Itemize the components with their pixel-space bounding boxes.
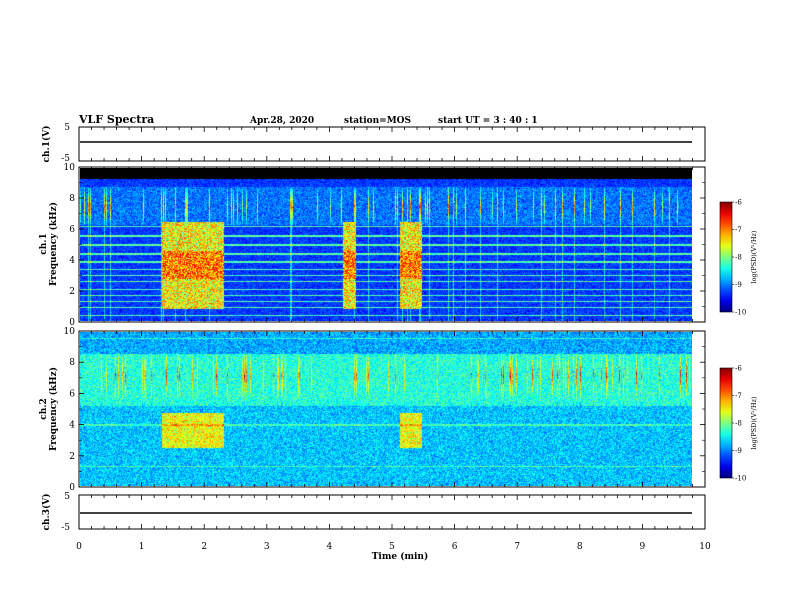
colorbar-tick-label: -6 (735, 365, 742, 373)
x-tick-label: 4 (327, 542, 333, 552)
ch1-spectrogram-panel: 0 2 4 6 8 10 ch.1 Frequency (kHz) -6 -7 -8 -9 -10… (39, 163, 758, 328)
x-axis-tick-labels: 0 1 2 3 4 5 6 7 8 9 10 (76, 542, 711, 552)
figure-date: Apr.28, 2020 (249, 116, 314, 126)
x-tick-label: 6 (452, 542, 458, 552)
figure-title: VLF Spectra (78, 113, 154, 126)
ch1-spectrogram-image (80, 168, 692, 321)
colorbar-label: log(PSD)(V²/Hz) (750, 230, 758, 283)
ch1-ylabel-frequency: Frequency (kHz) (48, 202, 59, 286)
y-tick-label: 4 (69, 256, 75, 266)
y-tick-label: 0 (69, 318, 75, 328)
colorbar-tick-label: -6 (735, 199, 742, 207)
y-tick-label: 10 (64, 163, 76, 173)
x-axis-label: Time (min) (372, 551, 429, 562)
colorbar-tick-label: -9 (735, 281, 742, 289)
y-tick-label: 6 (69, 225, 75, 235)
ch3-ytick-bottom: -5 (61, 523, 70, 533)
colorbar-tick-label: -7 (735, 392, 742, 400)
ch3-waveform-panel: 5 -5 ch.3(V) (41, 492, 706, 533)
x-tick-label: 10 (699, 542, 711, 552)
ch1-ylabel-channel: ch.1 (39, 233, 49, 254)
y-tick-label: 8 (69, 194, 75, 204)
ch2-spectrogram-image (80, 332, 692, 486)
ch1-ytick-top: 5 (64, 123, 70, 133)
y-tick-label: 2 (69, 287, 75, 297)
colorbar-tick-label: -8 (735, 254, 742, 262)
figure-start-time: start UT = 3 : 40 : 1 (438, 116, 538, 126)
ch1-colorbar: -6 -7 -8 -9 -10 log(PSD)(V²/Hz) (719, 199, 758, 317)
y-tick-label: 2 (69, 452, 75, 462)
x-tick-label: 5 (389, 542, 395, 552)
y-tick-label: 6 (69, 389, 75, 399)
colorbar-tick-label: -10 (735, 475, 746, 483)
colorbar-label: log(PSD)(V²/Hz) (750, 396, 758, 449)
ch3-voltage-label: ch.3(V) (41, 494, 52, 531)
x-tick-label: 3 (264, 542, 270, 552)
colorbar-tick-label: -7 (735, 226, 742, 234)
y-tick-label: 10 (64, 327, 76, 337)
y-tick-label: 0 (69, 483, 75, 493)
colorbar-gradient (719, 201, 733, 313)
ch2-colorbar: -6 -7 -8 -9 -10 log(PSD)(V²/Hz) (719, 365, 758, 483)
ch1-waveform-panel: 5 -5 ch.1(V) (41, 123, 706, 164)
colorbar-gradient (719, 367, 733, 479)
ch1-voltage-label: ch.1(V) (41, 126, 52, 163)
ch2-ylabel-channel: ch.2 (39, 398, 49, 419)
colorbar-tick-label: -10 (735, 309, 746, 317)
x-tick-label: 0 (76, 542, 82, 552)
colorbar-tick-label: -9 (735, 447, 742, 455)
x-tick-label: 7 (514, 542, 520, 552)
y-tick-label: 4 (69, 421, 75, 431)
ch2-ylabel-frequency: Frequency (kHz) (48, 367, 59, 451)
x-tick-label: 9 (640, 542, 646, 552)
figure-station: station=MOS (344, 116, 411, 126)
x-tick-label: 8 (577, 542, 583, 552)
ch2-spectrogram-panel: 0 2 4 6 8 10 ch.2 Frequency (kHz) -6 -7 -8 -9 -10… (39, 327, 758, 493)
y-tick-label: 8 (69, 358, 75, 368)
x-tick-label: 1 (139, 542, 145, 552)
ch3-ytick-top: 5 (64, 492, 70, 502)
ch1-ytick-bottom: -5 (61, 154, 70, 164)
colorbar-tick-label: -8 (735, 420, 742, 428)
x-tick-label: 2 (201, 542, 207, 552)
